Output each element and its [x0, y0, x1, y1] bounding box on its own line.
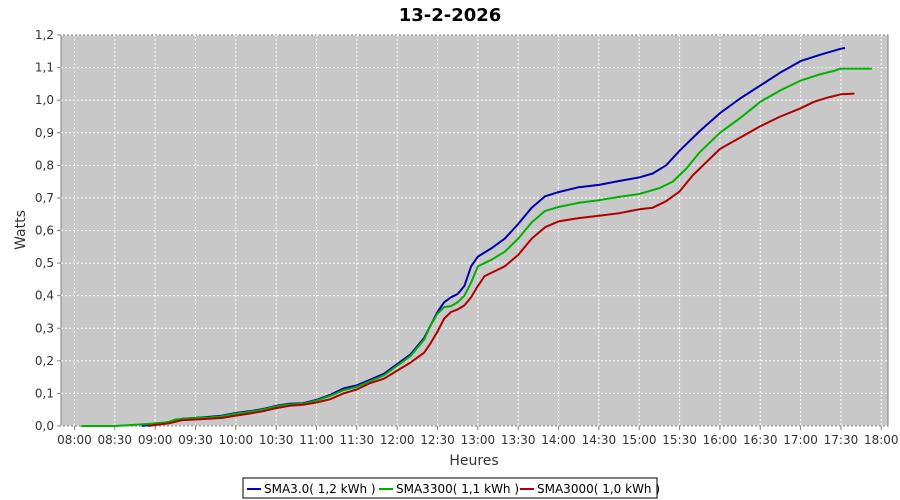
x-tick-label: 13:00	[461, 433, 496, 447]
legend-item: SMA3300( 1,1 kWh )	[396, 482, 519, 496]
grid	[61, 34, 888, 427]
y-tick-label: 0,9	[35, 126, 54, 140]
x-tick-label: 18:00	[864, 433, 899, 447]
x-tick-label: 09:30	[178, 433, 213, 447]
x-tick-label: 08:00	[57, 433, 92, 447]
y-axis: 0,0 0,1 0,2 0,3 0,4 0,5 0,6 0,7 0,8 0,9 1,0 1,1 1,2	[35, 28, 61, 433]
x-tick-label: 09:00	[138, 433, 173, 447]
x-tick-label: 12:30	[420, 433, 455, 447]
series-lines	[81, 47, 872, 427]
y-tick-label: 0,7	[35, 191, 54, 205]
x-tick-label: 15:30	[662, 433, 697, 447]
y-tick-label: 0,6	[35, 224, 54, 238]
x-tick-label: 14:30	[582, 433, 617, 447]
x-tick-label: 11:30	[340, 433, 375, 447]
y-tick-label: 1,2	[35, 28, 54, 42]
x-tick-label: 17:00	[783, 433, 818, 447]
x-tick-label: 15:00	[622, 433, 657, 447]
y-axis-label: Watts	[13, 210, 29, 250]
y-tick-label: 0,3	[35, 321, 54, 335]
x-tick-label: 17:30	[824, 433, 859, 447]
y-tick-label: 1,1	[35, 61, 54, 75]
y-tick-label: 0,5	[35, 256, 54, 270]
x-tick-label: 10:00	[219, 433, 254, 447]
x-axis: 08:00 08:30 09:00 09:30 10:00 10:30 11:00 11:30…	[57, 426, 899, 447]
legend: SMA3.0( 1,2 kWh ) SMA3300( 1,1 kWh ) SMA30…	[242, 477, 660, 499]
x-tick-label: 16:00	[703, 433, 738, 447]
x-tick-label: 13:30	[501, 433, 536, 447]
y-tick-label: 0,0	[35, 419, 54, 433]
legend-item: SMA3000( 1,0 kWh )	[537, 482, 660, 496]
x-tick-label: 10:30	[259, 433, 294, 447]
x-tick-label: 11:00	[299, 433, 334, 447]
legend-box	[242, 477, 658, 499]
x-tick-label: 08:30	[97, 433, 132, 447]
y-tick-label: 0,1	[35, 386, 54, 400]
y-tick-label: 1,0	[35, 93, 54, 107]
series-line-2	[148, 92, 855, 427]
chart-title: 13-2-2026	[399, 5, 502, 26]
legend-item: SMA3.0( 1,2 kWh )	[264, 482, 376, 496]
x-tick-label: 14:00	[541, 433, 576, 447]
y-tick-label: 0,8	[35, 158, 54, 172]
x-axis-label: Heures	[449, 453, 498, 469]
y-tick-label: 0,4	[35, 289, 54, 303]
x-tick-label: 16:30	[743, 433, 778, 447]
x-tick-label: 12:00	[380, 433, 415, 447]
y-tick-label: 0,2	[35, 354, 54, 368]
series-line-1	[81, 67, 872, 427]
